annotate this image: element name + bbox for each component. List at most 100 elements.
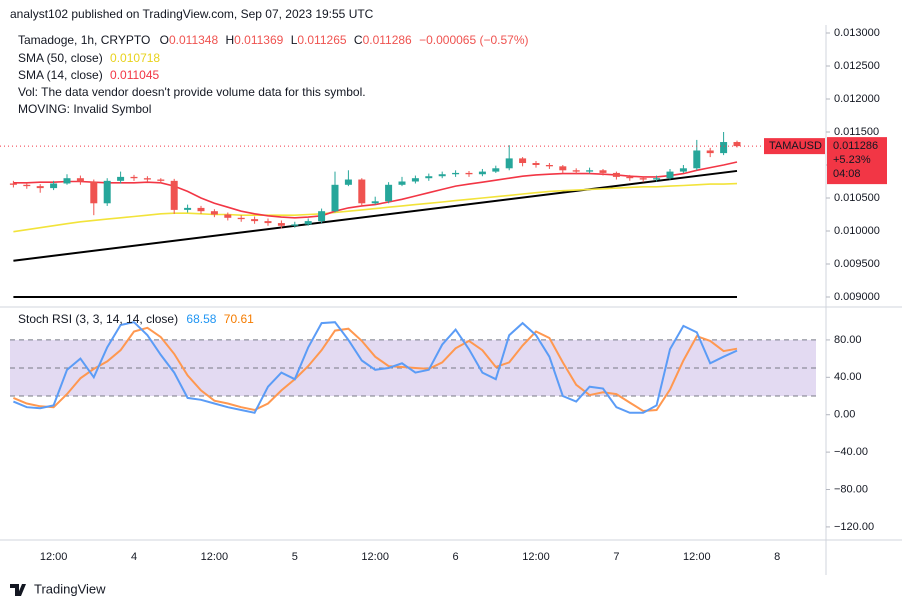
candle-body [264, 221, 272, 224]
candle-body [90, 181, 98, 204]
x-tick-label: 7 [613, 551, 619, 563]
open-value: 0.011348 [169, 33, 218, 47]
candle-body [170, 180, 178, 210]
moving-note: MOVING: Invalid Symbol [18, 102, 151, 116]
price-tag-countdown: 04:08 [833, 168, 861, 180]
stoch-line [13, 321, 738, 414]
candle-body [706, 150, 714, 154]
candle-body [23, 184, 31, 187]
candle-body [478, 171, 486, 175]
x-tick-label: 12:00 [683, 551, 711, 563]
candle-body [411, 178, 419, 182]
brand: TradingView [10, 581, 106, 596]
candle-body [465, 172, 473, 175]
candle-body [679, 168, 687, 172]
candle-body [720, 142, 728, 154]
brand-name: TradingView [34, 581, 106, 596]
candle-body [318, 211, 326, 222]
x-tick-label: 8 [774, 551, 780, 563]
candle-body [639, 178, 647, 180]
change-value: −0.000065 (−0.57%) [419, 33, 528, 47]
sma14-name: SMA (14, close) [18, 68, 103, 82]
candle-body [36, 186, 44, 189]
y-tick-label: 0.012000 [834, 93, 880, 105]
candle-body [733, 142, 741, 147]
candle-body [612, 172, 620, 177]
candle-body [63, 178, 71, 184]
candle-body [398, 181, 406, 185]
candle-body [666, 171, 674, 179]
candle-body [385, 184, 393, 202]
sma50-legend: SMA (50, close) 0.010718 [18, 51, 160, 65]
high-label: H [226, 33, 235, 47]
stoch-k-value: 68.58 [186, 312, 216, 326]
open-label: O [160, 33, 169, 47]
candle-body [197, 207, 205, 212]
candle-body [505, 158, 513, 169]
close-label: C [354, 33, 363, 47]
symbol-name: TAMAUSD [769, 140, 822, 152]
candle-body [130, 176, 138, 179]
low-value: 0.011265 [297, 33, 346, 47]
stoch-title: Stoch RSI (3, 3, 14, 14, close) [18, 312, 178, 326]
candle-body [184, 207, 192, 210]
x-tick-label: 12:00 [201, 551, 229, 563]
candle-body [425, 176, 433, 179]
candle-body [438, 174, 446, 177]
y-tick-label: −120.00 [834, 521, 874, 533]
y-tick-label: −40.00 [834, 446, 868, 458]
x-tick-label: 5 [292, 551, 298, 563]
y-tick-label: 0.011500 [834, 126, 879, 138]
candle-body [626, 176, 634, 179]
candle-body [599, 170, 607, 173]
y-tick-label: 0.013000 [834, 27, 880, 39]
x-tick-label: 12:00 [40, 551, 68, 563]
candle-body [143, 178, 151, 180]
candle-body [559, 166, 567, 171]
sma50-value: 0.010718 [110, 51, 160, 65]
candle-body [76, 178, 84, 182]
candle-body [210, 211, 218, 215]
sma50-name: SMA (50, close) [18, 51, 103, 65]
sma-line [13, 182, 738, 233]
candle-body [545, 165, 553, 167]
candle-body [344, 179, 352, 185]
x-tick-label: 12:00 [522, 551, 550, 563]
brand-logo [10, 584, 26, 596]
x-tick-label: 6 [453, 551, 459, 563]
price-tag [827, 137, 887, 185]
candle-body [452, 172, 460, 175]
candle-body [9, 183, 17, 185]
low-label: L [291, 33, 298, 47]
y-tick-label: 80.00 [834, 334, 862, 346]
candle-body [492, 168, 500, 172]
candle-body [237, 217, 245, 220]
y-tick-label: 0.009000 [834, 291, 880, 303]
sma14-legend: SMA (14, close) 0.011045 [18, 68, 160, 82]
high-value: 0.011369 [234, 33, 283, 47]
marks [9, 131, 816, 414]
candle-body [532, 163, 540, 165]
candle-body [358, 179, 366, 204]
stoch-d-value: 70.61 [224, 312, 254, 326]
close-value: 0.011286 [363, 33, 412, 47]
y-tick-label: 0.012500 [834, 60, 880, 72]
stoch-line [13, 326, 738, 413]
candle-body [291, 224, 299, 226]
candle-body [251, 219, 259, 222]
candle-body [103, 180, 111, 204]
y-tick-label: −80.00 [834, 483, 868, 495]
candle-body [371, 201, 379, 204]
y-tick-label: 0.00 [834, 409, 855, 421]
candle-body [117, 176, 125, 181]
price-tag-change: +5.23% [833, 154, 871, 166]
x-tick-label: 12:00 [361, 551, 389, 563]
candle-body [653, 178, 661, 180]
sma14-value: 0.011045 [110, 68, 159, 82]
symbol-tag [764, 138, 825, 155]
y-tick-label: 0.010000 [834, 225, 880, 237]
candle-body [519, 158, 527, 164]
candle-body [224, 214, 232, 218]
